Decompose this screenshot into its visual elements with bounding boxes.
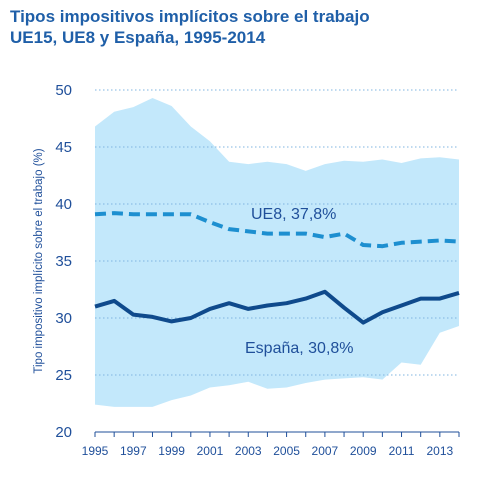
x-tick-label-2013: 2013 xyxy=(426,444,453,458)
y-axis-label: Tipo impositivo implícito sobre el traba… xyxy=(33,148,45,373)
y-tick-label-20: 20 xyxy=(55,424,72,441)
series-layer xyxy=(94,211,460,325)
range-band-area xyxy=(95,98,459,407)
x-tick-label-1999: 1999 xyxy=(158,444,185,458)
y-tick-label-25: 25 xyxy=(55,367,72,384)
chart-subtitle: UE15, UE8 y España, 1995-2014 xyxy=(10,28,266,47)
y-tick-label-30: 30 xyxy=(55,310,72,327)
axis-layer xyxy=(94,431,460,437)
series-line-espana xyxy=(94,289,460,325)
annotation-espana: España, 30,8% xyxy=(245,340,354,357)
y-tick-label-35: 35 xyxy=(55,253,72,270)
x-tick-label-2001: 2001 xyxy=(197,444,224,458)
chart-title-block: Tipos impositivos implícitos sobre el tr… xyxy=(10,6,370,48)
chart-title: Tipos impositivos implícitos sobre el tr… xyxy=(10,7,370,26)
x-tick-label-2007: 2007 xyxy=(312,444,339,458)
x-tick-label-2009: 2009 xyxy=(350,444,377,458)
label-layer: 20 25 30 35 40 45 50 1995 1997 1999 2001 2003 2005 20… xyxy=(33,82,454,458)
x-tick-label-2011: 2011 xyxy=(389,444,415,458)
annotation-ue8: UE8, 37,8% xyxy=(251,206,336,223)
y-tick-label-45: 45 xyxy=(55,139,72,156)
y-tick-label-50: 50 xyxy=(55,82,72,99)
x-tick-label-2005: 2005 xyxy=(273,444,300,458)
x-tick-label-2003: 2003 xyxy=(235,444,262,458)
series-line-ue8 xyxy=(94,211,460,249)
y-tick-label-40: 40 xyxy=(55,196,72,213)
x-tick-label-1995: 1995 xyxy=(82,444,109,458)
band-layer xyxy=(95,98,459,407)
x-tick-label-1997: 1997 xyxy=(120,444,147,458)
